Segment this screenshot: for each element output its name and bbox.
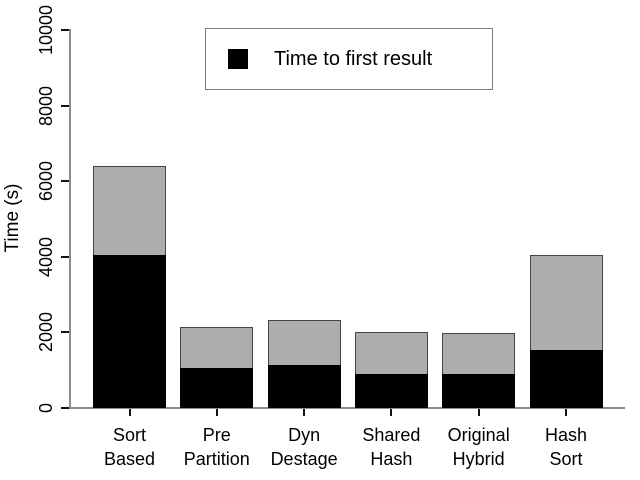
y-tick [61, 331, 69, 334]
y-tick-label: 10000 [36, 4, 56, 56]
y-tick [61, 407, 69, 409]
x-tick [128, 409, 131, 416]
x-category-label: Dyn Destage [270, 425, 338, 469]
bar-segment-first-result [442, 373, 516, 408]
legend-label: Time to first result [274, 47, 433, 70]
legend: Time to first result [205, 28, 493, 90]
bar-segment-first-result [267, 365, 341, 408]
y-axis-line [69, 29, 71, 409]
legend-swatch-black [228, 49, 248, 69]
x-category-label: Hash Sort [544, 425, 588, 469]
y-tick [61, 255, 69, 258]
y-tick [61, 104, 69, 107]
x-tick [303, 409, 306, 416]
x-tick [215, 409, 218, 416]
bar-segment-first-result [354, 373, 428, 408]
x-axis-line [63, 407, 625, 409]
x-category-label: Sort Based [103, 425, 156, 469]
x-tick [565, 409, 567, 416]
x-category-label: Pre Partition [183, 425, 250, 469]
y-tick [61, 180, 69, 183]
y-tick [61, 29, 69, 31]
bar-segment-first-result [529, 349, 603, 408]
bar-segment-first-result [180, 368, 254, 408]
bar-segment-first-result [93, 254, 166, 408]
x-tick [477, 409, 480, 416]
y-axis-title: Time (s) [2, 183, 23, 253]
x-tick [390, 409, 393, 416]
x-category-label: Shared Hash [362, 425, 421, 469]
x-category-label: Original Hybrid [447, 425, 510, 469]
